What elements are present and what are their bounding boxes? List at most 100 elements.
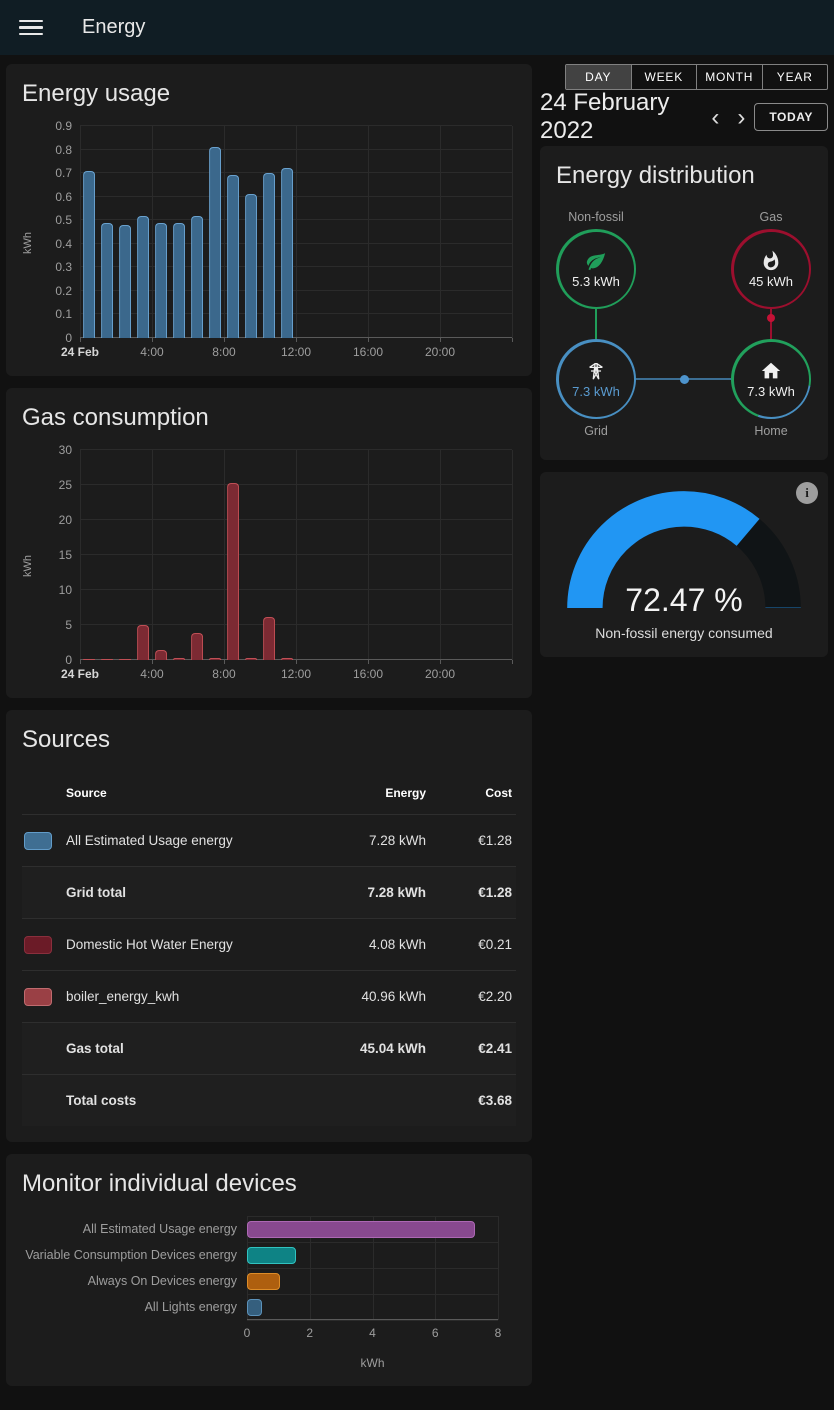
energy-usage-bar-7[interactable] [209,147,221,338]
home-label: Home [754,424,788,438]
plot-area[interactable] [80,449,513,664]
gridline [80,313,512,315]
x-tick-label: 20:00 [424,345,456,359]
gas-consumption-bar-5[interactable] [173,658,185,660]
energy-usage-bar-11[interactable] [281,168,293,338]
table-row: Gas total 45.04 kWh €2.41 [22,1022,516,1074]
gridline [80,449,512,450]
energy-usage-chart[interactable]: kWh 0 0.1 0.2 0.3 0.4 0.5 0.6 0.7 0.8 0.9 24 Feb 4:0… [22,119,516,360]
period-tab-group: DAY WEEK MONTH YEAR [565,64,828,90]
gas-consumption-bar-2[interactable] [119,658,131,660]
gas-consumption-bar-1[interactable] [101,658,113,660]
y-tick-label: 0 [65,331,72,345]
x-tick-label: 8:00 [212,667,236,681]
grid-value: 7.3 kWh [572,383,620,399]
gridline [151,126,153,338]
source-cost: €0.21 [478,937,512,952]
right-column: DAY WEEK MONTH YEAR 24 February 2022 ‹ › TO… [540,64,828,669]
device-bar-2[interactable] [247,1272,280,1290]
source-cost: €1.28 [478,833,512,848]
table-row: boiler_energy_kwh 40.96 kWh €2.20 [22,970,516,1022]
gas-consumption-bar-6[interactable] [191,633,203,660]
energy-usage-bar-5[interactable] [173,222,185,338]
x-axis: 24 Feb 4:00 8:00 12:00 16:00 20:00 [61,660,512,682]
gridline [80,172,512,174]
device-label: All Estimated Usage energy [82,1222,237,1236]
gridline [80,554,512,555]
tab-month[interactable]: MONTH [696,65,762,89]
source-cost: €2.41 [478,1041,512,1056]
y-tick-label: 0.6 [55,189,72,204]
gridline [247,1294,498,1295]
gridline [80,126,81,338]
gas-flow-dot [767,314,775,322]
menu-icon[interactable] [14,11,48,45]
energy-usage-bar-8[interactable] [227,175,239,338]
source-name: Total costs [66,1093,137,1108]
gas-consumption-bar-9[interactable] [245,658,257,660]
energy-usage-bar-3[interactable] [137,215,149,338]
table-row: Grid total 7.28 kWh €1.28 [22,866,516,918]
gas-consumption-bar-8[interactable] [227,482,239,660]
gas-consumption-title: Gas consumption [22,404,209,431]
info-icon[interactable]: i [796,482,818,504]
gridline [247,1216,498,1217]
tab-week[interactable]: WEEK [630,65,697,89]
source-color-swatch [24,987,52,1006]
energy-usage-bar-9[interactable] [245,194,257,338]
gas-consumption-bar-4[interactable] [155,650,167,660]
devices-chart[interactable]: All Estimated Usage energy Variable Consu… [22,1216,516,1370]
source-energy: 7.28 kWh [367,885,426,900]
axis-tick [296,338,297,342]
energy-usage-bar-0[interactable] [83,170,95,338]
energy-usage-bar-10[interactable] [263,173,275,338]
x-tick-label: 4:00 [140,667,164,681]
device-bar-0[interactable] [247,1220,476,1238]
energy-usage-bar-1[interactable] [101,222,113,338]
chevron-left-icon[interactable]: ‹ [702,106,728,130]
y-tick-label: 5 [65,618,72,632]
source-energy: 40.96 kWh [361,989,426,1004]
y-tick-label: 0.8 [55,142,72,157]
y-axis: 0 5 10 15 20 25 30 [38,443,80,667]
gridline [80,659,512,660]
gas-consumption-bar-11[interactable] [281,657,293,660]
plot-area[interactable] [247,1216,499,1321]
chevron-right-icon[interactable]: › [728,106,754,130]
left-column: Energy usage kWh 0 0.1 0.2 0.3 0.4 0.5 0.6 0.7 0.… [6,64,532,1398]
gauge-label: Non-fossil energy consumed [595,624,773,641]
tab-year[interactable]: YEAR [761,65,828,89]
gas-consumption-bar-0[interactable] [83,658,95,660]
axis-tick [151,660,153,664]
energy-usage-bar-2[interactable] [119,224,131,338]
gridline [80,289,512,291]
home-node: 7.3 kWh [731,339,811,419]
gridline [80,125,512,126]
x-tick-label: 16:00 [352,345,383,359]
energy-usage-bar-4[interactable] [155,222,167,338]
tab-day[interactable]: DAY [566,65,631,89]
device-label: All Lights energy [144,1300,237,1314]
today-button[interactable]: TODAY [754,103,828,131]
plot-area[interactable] [80,125,513,342]
date-navigation: 24 February 2022 ‹ › TODAY [540,89,828,144]
x-tick-label: 0 [243,1326,251,1340]
device-bar-3[interactable] [247,1298,263,1316]
axis-tick [440,660,441,664]
device-bar-1[interactable] [247,1246,296,1264]
energy-usage-bar-6[interactable] [191,215,203,338]
gas-consumption-chart[interactable]: kWh 0 5 10 15 20 25 30 24 Feb 4:00 8:00 12:00 16:00 2… [22,443,516,682]
source-cost: €1.28 [478,885,512,900]
gas-consumption-bar-3[interactable] [137,625,149,660]
gridline [367,450,369,660]
axis-tick [367,660,369,664]
axis-tick [151,338,153,342]
column-cost: Cost [485,786,512,800]
column-energy: Energy [385,786,426,800]
gridline [80,624,512,625]
source-energy: 7.28 kWh [368,833,426,848]
gridline [80,589,512,590]
x-tick-label: 4:00 [140,345,164,359]
gas-consumption-bar-10[interactable] [263,616,275,660]
gas-consumption-bar-7[interactable] [209,658,221,660]
